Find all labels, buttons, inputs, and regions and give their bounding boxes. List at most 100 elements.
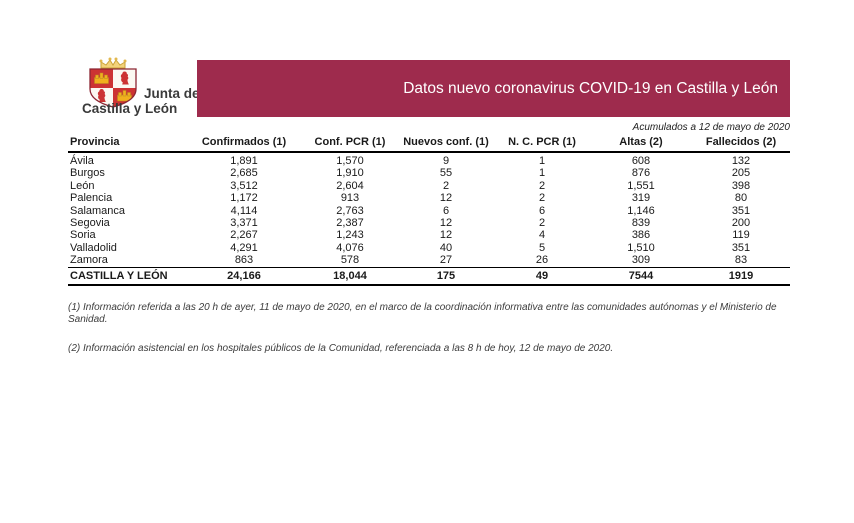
value-cell: 1,891	[230, 155, 258, 167]
column-header-provincia: Provincia	[68, 135, 186, 153]
value-cell: 12	[439, 217, 453, 230]
table-footer: CASTILLA Y LEÓN 24,166 18,044 175 49 7544 1919	[68, 267, 790, 286]
logo-text-line2: Castilla y León	[82, 101, 178, 116]
value-cell: 1,510	[627, 241, 655, 254]
header-row: Provincia Confirmados (1) Conf. PCR (1) Nue…	[68, 135, 790, 153]
column-header: Fallecidos (2)	[692, 135, 790, 153]
value-cell: 2,604	[336, 179, 364, 192]
column-header: N. C. PCR (1)	[494, 135, 590, 153]
province-row: Burgos 2,685 1,910 55 1 876 205	[68, 167, 790, 179]
total-value-cell: 1919	[692, 267, 790, 286]
total-label: CASTILLA Y LEÓN	[68, 267, 186, 286]
footnote-1: (1) Información referida a las 20 h de a…	[68, 302, 777, 325]
province-name: Zamora	[68, 254, 186, 268]
value-cell: 876	[631, 167, 651, 180]
value-cell: 2	[538, 179, 546, 192]
accumulated-date-label: Acumulados a 12 de mayo de 2020	[632, 122, 790, 133]
value-cell: 12	[439, 192, 453, 205]
value-cell: 319	[631, 192, 651, 205]
province-name: Soria	[70, 229, 96, 242]
value-cell: 351	[731, 204, 751, 217]
value-cell: 6	[442, 204, 450, 217]
province-row: Zamora 863 578 27 26 309 83	[68, 254, 790, 268]
total-value-cell: 24,166	[186, 267, 302, 286]
table-body: Ávila 1,891 1,570 9 1 608 132 Burgos 2,685 1,910 5…	[68, 152, 790, 268]
footnote-2: (2) Información asistencial en los hospi…	[68, 343, 614, 354]
value-cell: 119	[732, 229, 750, 242]
banner-title: Datos nuevo coronavirus COVID-19 en Cast…	[403, 79, 778, 97]
value-cell: 1,146	[627, 204, 655, 217]
province-row: Segovia 3,371 2,387 12 2 839 200	[68, 217, 790, 229]
value-cell: 1,570	[336, 155, 364, 167]
value-cell: 205	[731, 167, 751, 180]
column-header: Altas (2)	[590, 135, 692, 153]
value-cell: 12	[439, 229, 453, 242]
title-banner: Datos nuevo coronavirus COVID-19 en Cast…	[197, 60, 790, 117]
value-cell: 55	[439, 167, 453, 180]
province-name: Segovia	[70, 217, 110, 230]
value-cell: 4,114	[230, 204, 258, 217]
province-name: Ávila	[70, 155, 94, 167]
value-cell: 839	[631, 217, 651, 230]
table-header: Provincia Confirmados (1) Conf. PCR (1) Nue…	[68, 135, 790, 153]
value-cell: 1,910	[336, 167, 364, 180]
total-value-cell: 175	[398, 267, 494, 286]
crown-icon	[99, 57, 127, 69]
value-cell: 83	[692, 254, 790, 268]
value-cell: 1,172	[230, 192, 258, 205]
column-header: Nuevos conf. (1)	[398, 135, 494, 153]
province-row: Ávila 1,891 1,570 9 1 608 132	[68, 152, 790, 167]
value-cell: 2	[442, 179, 450, 192]
value-cell: 398	[731, 179, 751, 192]
province-row: León 3,512 2,604 2 2 1,551 398	[68, 180, 790, 192]
value-cell: 913	[340, 192, 360, 205]
value-cell: 9	[442, 155, 450, 167]
logo-text-line1: Junta de	[144, 86, 200, 101]
value-cell: 309	[590, 254, 692, 268]
column-header: Confirmados (1)	[186, 135, 302, 153]
junta-logo: Junta de Castilla y León	[80, 56, 200, 120]
value-cell: 40	[439, 241, 453, 254]
value-cell: 2,387	[336, 217, 364, 230]
value-cell: 1,551	[627, 179, 655, 192]
value-cell: 3,371	[230, 217, 258, 230]
province-name: Salamanca	[70, 204, 126, 217]
covid-data-table: Provincia Confirmados (1) Conf. PCR (1) Nue…	[68, 135, 790, 286]
value-cell: 5	[538, 241, 546, 254]
value-cell: 26	[494, 254, 590, 268]
total-value-cell: 49	[494, 267, 590, 286]
value-cell: 80	[734, 192, 748, 205]
value-cell: 132	[731, 155, 751, 167]
total-value-cell: 18,044	[302, 267, 398, 286]
province-row: Valladolid 4,291 4,076 40 5 1,510 351	[68, 242, 790, 254]
value-cell: 4,291	[230, 241, 258, 254]
value-cell: 27	[398, 254, 494, 268]
value-cell: 2,763	[336, 204, 364, 217]
value-cell: 3,512	[230, 179, 258, 192]
value-cell: 6	[538, 204, 546, 217]
value-cell: 2,685	[230, 167, 258, 180]
value-cell: 4	[538, 229, 546, 242]
province-name: León	[70, 179, 95, 192]
value-cell: 386	[631, 229, 651, 242]
value-cell: 608	[631, 155, 651, 167]
value-cell: 4,076	[336, 241, 364, 254]
value-cell: 200	[731, 217, 751, 230]
value-cell: 1	[538, 167, 546, 180]
province-name: Burgos	[70, 167, 105, 180]
value-cell: 863	[186, 254, 302, 268]
province-name: Valladolid	[70, 241, 117, 254]
province-row: Palencia 1,172 913 12 2 319 80	[68, 192, 790, 204]
province-row: Soria 2,267 1,243 12 4 386 119	[68, 229, 790, 241]
total-row: CASTILLA Y LEÓN 24,166 18,044 175 49 7544 1919	[68, 267, 790, 286]
coat-of-arms-icon	[89, 57, 137, 108]
value-cell: 1,243	[336, 229, 364, 242]
value-cell: 2	[538, 192, 546, 205]
value-cell: 2	[538, 217, 546, 230]
value-cell: 1	[538, 155, 546, 167]
column-header: Conf. PCR (1)	[302, 135, 398, 153]
total-value-cell: 7544	[590, 267, 692, 286]
footnotes: (1) Información referida a las 20 h de a…	[68, 302, 778, 372]
value-cell: 2,267	[230, 229, 258, 242]
value-cell: 578	[302, 254, 398, 268]
